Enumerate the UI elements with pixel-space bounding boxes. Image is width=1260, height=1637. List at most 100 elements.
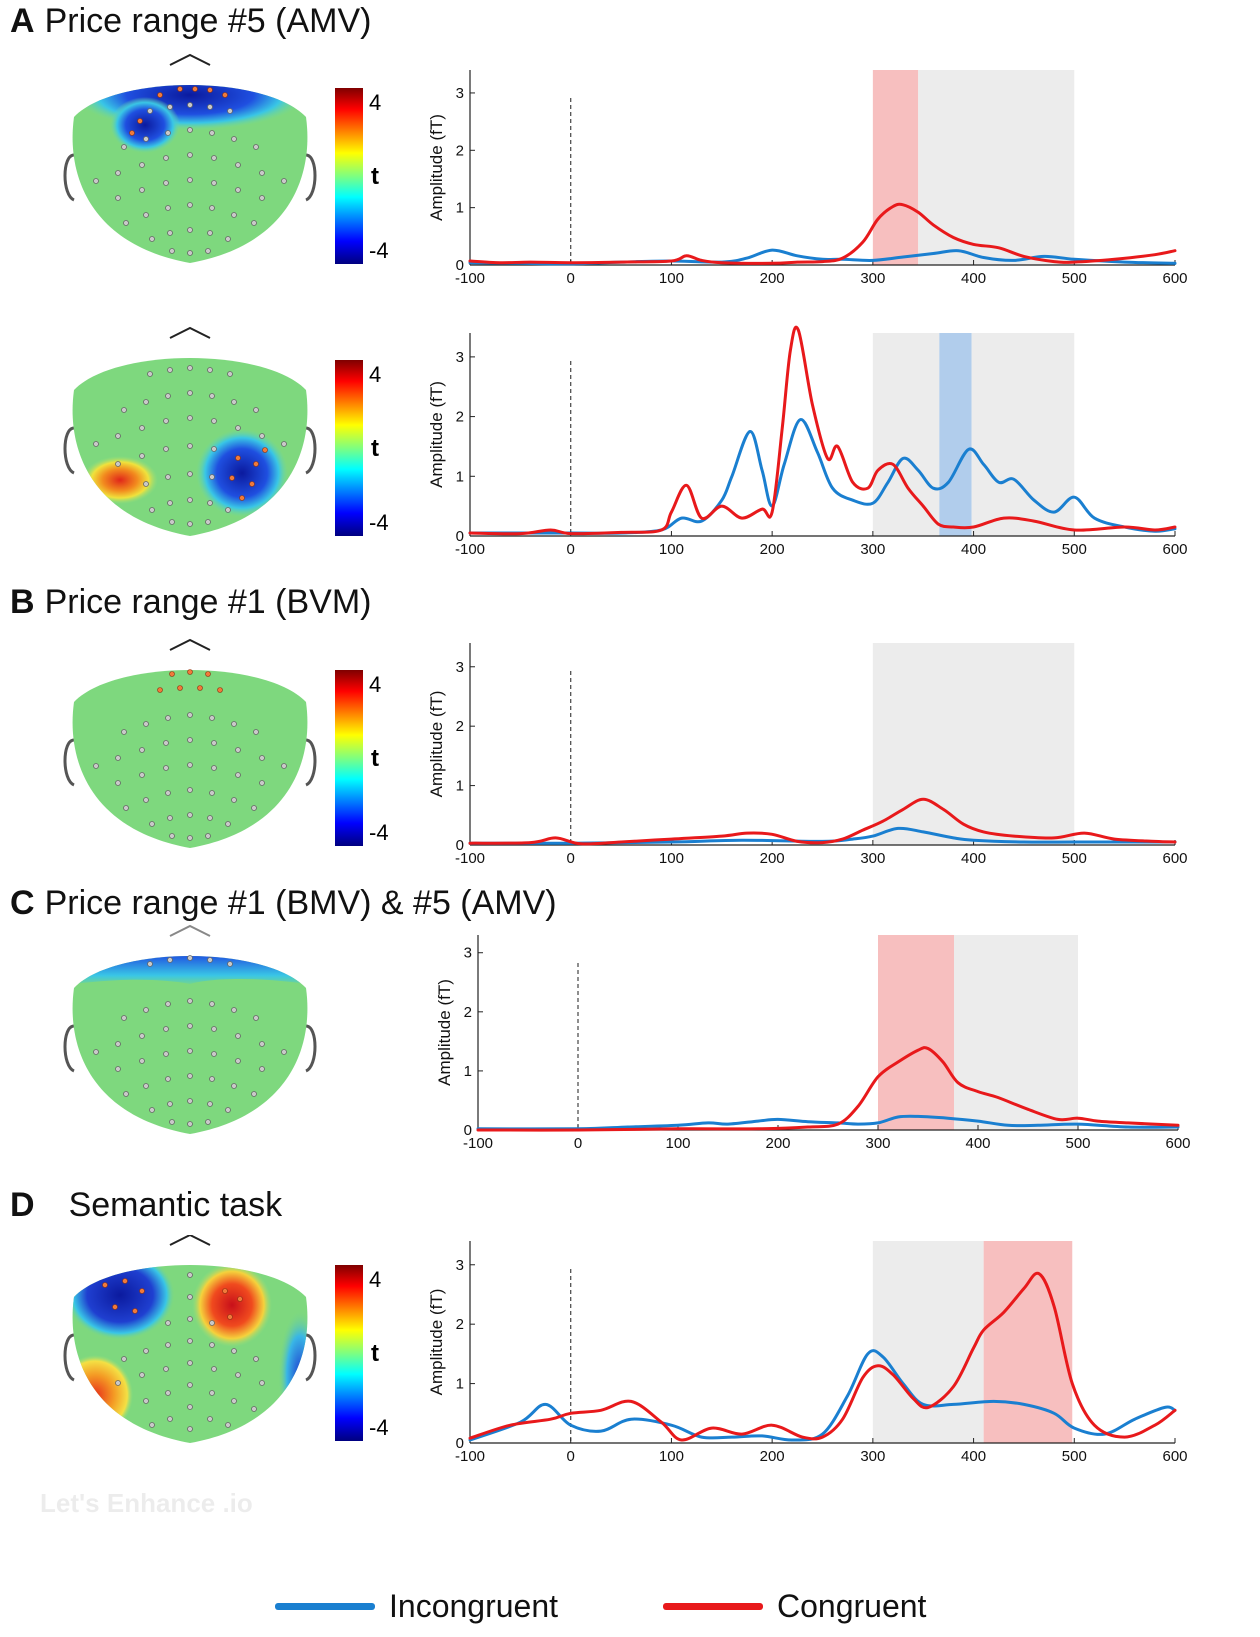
right-ear-icon bbox=[305, 1024, 317, 1073]
colorbar-max-label: 4 bbox=[369, 1267, 381, 1292]
x-tick-label: 600 bbox=[1162, 850, 1187, 867]
series-line-congruent bbox=[468, 325, 1177, 536]
window-gray-0 bbox=[872, 1241, 984, 1443]
x-tick-label: 600 bbox=[1162, 1448, 1187, 1465]
colorbar-max-label: 4 bbox=[369, 362, 381, 387]
panel-d-label: Semantic task bbox=[68, 1186, 283, 1224]
y-tick-label: 3 bbox=[456, 659, 464, 676]
y-tick-label: 0 bbox=[464, 1122, 472, 1139]
nose-icon bbox=[169, 326, 211, 339]
panel-a-label: Price range #5 (AMV) bbox=[44, 2, 372, 40]
colorbar-t-label: t bbox=[371, 745, 379, 772]
panel-a-letter: A bbox=[10, 2, 35, 40]
x-tick-label: -100 bbox=[455, 270, 485, 287]
colorbar-max-label: 4 bbox=[369, 672, 381, 697]
colorbar-min-label: -4 bbox=[369, 238, 389, 263]
x-tick-label: 400 bbox=[965, 1135, 990, 1152]
legend-congruent-swatch bbox=[663, 1603, 763, 1610]
x-tick-label: 500 bbox=[1062, 270, 1087, 287]
x-tick-label: 600 bbox=[1165, 1135, 1190, 1152]
significant-electrodes bbox=[129, 86, 228, 136]
legend-congruent-label: Congruent bbox=[777, 1588, 927, 1624]
x-tick-label: 100 bbox=[659, 270, 684, 287]
x-tick-label: 100 bbox=[659, 1448, 684, 1465]
window-gray-1 bbox=[918, 70, 1075, 265]
nose-icon bbox=[169, 1235, 211, 1246]
x-tick-label: 200 bbox=[760, 1448, 785, 1465]
y-tick-label: 0 bbox=[456, 837, 464, 854]
window-gray-0 bbox=[872, 643, 1075, 845]
y-axis-label: Amplitude (fT) bbox=[427, 381, 446, 488]
x-tick-label: 600 bbox=[1162, 541, 1187, 558]
series-line-congruent bbox=[468, 202, 1177, 265]
left-ear-icon bbox=[63, 426, 75, 475]
y-axis-label: Amplitude (fT) bbox=[435, 979, 454, 1086]
y-tick-label: 1 bbox=[456, 778, 464, 795]
x-tick-label: 200 bbox=[760, 541, 785, 558]
colorbar-a2: 4 t -4 bbox=[335, 360, 389, 536]
x-tick-label: 500 bbox=[1062, 541, 1087, 558]
x-tick-label: 0 bbox=[567, 541, 575, 558]
y-tick-label: 1 bbox=[456, 200, 464, 217]
y-tick-label: 0 bbox=[456, 257, 464, 274]
x-tick-label: -100 bbox=[455, 541, 485, 558]
x-tick-label: 100 bbox=[659, 541, 684, 558]
window-gray-2 bbox=[971, 333, 1075, 536]
x-tick-label: 200 bbox=[760, 270, 785, 287]
watermark: Let's Enhance .io bbox=[40, 1488, 253, 1518]
x-tick-label: 400 bbox=[961, 541, 986, 558]
y-axis-label: Amplitude (fT) bbox=[427, 114, 446, 221]
y-tick-label: 1 bbox=[456, 468, 464, 485]
x-tick-label: 300 bbox=[865, 1135, 890, 1152]
colorbar-b: 4 t -4 bbox=[335, 670, 389, 846]
x-tick-label: 300 bbox=[860, 850, 885, 867]
x-tick-label: -100 bbox=[463, 1135, 493, 1152]
colorbar-a1: 4 t -4 bbox=[335, 88, 389, 264]
x-tick-label: 300 bbox=[860, 541, 885, 558]
nose-icon bbox=[169, 924, 211, 937]
x-tick-label: 200 bbox=[765, 1135, 790, 1152]
legend-incongruent-label: Incongruent bbox=[389, 1588, 559, 1624]
y-tick-label: 2 bbox=[456, 718, 464, 735]
x-tick-label: 100 bbox=[665, 1135, 690, 1152]
series-line-incongruent bbox=[468, 1349, 1177, 1442]
x-tick-label: 600 bbox=[1162, 270, 1187, 287]
window-red-0 bbox=[878, 935, 954, 1130]
x-tick-label: 200 bbox=[760, 850, 785, 867]
series-line-congruent bbox=[468, 1271, 1177, 1442]
legend-congruent: Congruent bbox=[663, 1588, 926, 1625]
right-ear-icon bbox=[305, 738, 317, 787]
nose-icon bbox=[169, 53, 211, 66]
series-line-incongruent bbox=[476, 1114, 1180, 1131]
panel-c-label: Price range #1 (BMV) & #5 (AMV) bbox=[44, 884, 557, 922]
window-gray-1 bbox=[954, 935, 1078, 1130]
series-line-incongruent bbox=[468, 418, 1177, 535]
panel-c-title: C Price range #1 (BMV) & #5 (AMV) bbox=[10, 884, 557, 923]
x-tick-label: 0 bbox=[567, 850, 575, 867]
series-line-congruent bbox=[468, 797, 1177, 846]
topomap-a1 bbox=[63, 53, 317, 263]
panel-d-letter: D bbox=[10, 1186, 35, 1224]
nose-icon bbox=[169, 638, 211, 651]
series-line-incongruent bbox=[468, 826, 1177, 845]
legend: Incongruent Congruent bbox=[270, 1588, 1030, 1628]
x-tick-label: 400 bbox=[961, 850, 986, 867]
panel-b-label: Price range #1 (BVM) bbox=[44, 583, 372, 621]
x-tick-label: 500 bbox=[1065, 1135, 1090, 1152]
series-line-congruent bbox=[476, 1046, 1180, 1132]
x-tick-label: 0 bbox=[574, 1135, 582, 1152]
x-tick-label: 300 bbox=[860, 1448, 885, 1465]
y-tick-label: 2 bbox=[456, 409, 464, 426]
panel-b-title: B Price range #1 (BVM) bbox=[10, 583, 371, 622]
topomap-b bbox=[63, 638, 317, 848]
y-tick-label: 0 bbox=[456, 528, 464, 545]
left-ear-icon bbox=[63, 1333, 75, 1382]
window-red-0 bbox=[872, 70, 919, 265]
colorbar-min-label: -4 bbox=[369, 820, 389, 845]
x-tick-label: 0 bbox=[567, 270, 575, 287]
